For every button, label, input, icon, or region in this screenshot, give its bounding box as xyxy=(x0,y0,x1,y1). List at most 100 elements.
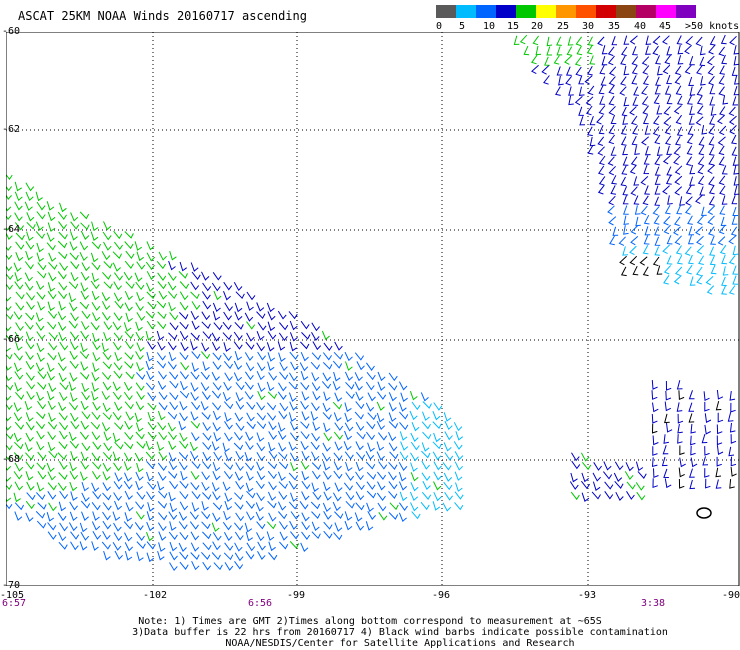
wind-barb xyxy=(556,36,562,46)
wind-barb xyxy=(213,562,223,571)
wind-barb xyxy=(334,511,344,519)
wind-barb xyxy=(717,236,726,246)
wind-barb xyxy=(376,441,385,451)
wind-barb xyxy=(655,76,661,86)
wind-barb xyxy=(256,370,265,381)
wind-barb xyxy=(234,552,244,562)
wind-barb xyxy=(81,321,90,331)
wind-barb xyxy=(690,423,696,434)
wind-barb xyxy=(246,421,256,430)
wind-barb xyxy=(158,531,167,541)
wind-barb xyxy=(257,550,266,560)
wind-barb xyxy=(102,231,112,241)
wind-barb xyxy=(677,44,684,55)
wind-barb xyxy=(290,511,300,520)
wind-barb xyxy=(179,261,187,272)
wind-barb xyxy=(68,402,79,411)
wind-barb xyxy=(582,461,592,471)
wind-barb xyxy=(729,422,736,433)
wind-barb xyxy=(69,372,78,382)
wind-barb xyxy=(179,412,188,422)
wind-barb xyxy=(706,285,715,295)
wind-barb xyxy=(662,445,669,455)
wind-barb xyxy=(674,65,682,76)
wind-barb xyxy=(399,431,408,441)
wind-barb xyxy=(125,502,134,512)
wind-barb xyxy=(633,176,640,186)
wind-barb xyxy=(135,302,144,312)
wind-barb xyxy=(15,322,24,332)
wind-barb xyxy=(398,502,408,511)
wind-barb xyxy=(202,451,211,461)
wind-barb xyxy=(37,262,47,271)
wind-barb xyxy=(103,550,111,561)
wind-barb xyxy=(310,361,321,370)
wind-barb xyxy=(70,212,79,222)
wind-barb xyxy=(686,264,693,275)
wind-barb xyxy=(223,381,232,391)
wind-barb xyxy=(69,481,78,492)
wind-barb xyxy=(224,542,234,551)
wind-barb xyxy=(190,531,200,541)
wind-barb xyxy=(278,511,288,520)
pass-time-middle: 6:56 xyxy=(248,598,273,609)
wind-barb xyxy=(70,491,78,501)
wind-barb xyxy=(224,412,232,422)
wind-barb xyxy=(36,352,45,363)
wind-barb xyxy=(453,441,463,450)
wind-barb xyxy=(663,265,672,275)
wind-barb xyxy=(631,135,638,146)
wind-barb xyxy=(633,86,639,96)
wind-barb xyxy=(135,501,145,510)
wind-barb xyxy=(715,467,722,478)
wind-barb xyxy=(6,185,12,192)
wind-barb xyxy=(301,450,310,461)
wind-barb xyxy=(629,245,637,256)
wind-barb xyxy=(156,360,167,369)
wind-barb xyxy=(91,541,99,551)
wind-barb xyxy=(81,310,91,320)
wind-barb xyxy=(410,441,420,451)
wind-barb xyxy=(168,471,178,479)
wind-barb xyxy=(301,411,310,421)
wind-barb xyxy=(15,341,23,351)
wind-barb xyxy=(709,84,716,95)
wind-barb xyxy=(179,291,189,301)
wind-barb xyxy=(453,422,463,432)
wind-barb xyxy=(664,478,672,489)
wind-barb xyxy=(156,300,167,309)
wind-barb xyxy=(410,432,419,442)
wind-barb xyxy=(685,156,693,166)
wind-barb xyxy=(301,391,310,401)
wind-barb xyxy=(607,55,615,66)
wind-barb xyxy=(47,211,56,222)
wind-barb xyxy=(70,541,79,551)
wind-barb xyxy=(717,114,725,125)
wind-barb xyxy=(180,362,190,371)
wind-barb xyxy=(91,470,101,480)
wind-barb xyxy=(696,245,705,255)
wind-barb xyxy=(124,331,134,340)
wind-barb xyxy=(179,401,188,411)
wind-barb xyxy=(673,105,682,115)
wind-barb xyxy=(267,321,276,332)
wind-barb xyxy=(432,441,442,450)
wind-barb xyxy=(333,431,344,440)
wind-barb xyxy=(47,301,55,312)
wind-barb xyxy=(367,442,375,453)
wind-barb xyxy=(343,482,354,491)
wind-barb xyxy=(322,481,331,492)
wind-barb xyxy=(310,441,320,451)
wind-barb xyxy=(721,54,727,65)
wind-barb xyxy=(558,75,564,86)
wind-barb xyxy=(14,201,23,211)
wind-barb xyxy=(70,412,79,422)
wind-barb xyxy=(587,126,593,137)
wind-barb xyxy=(178,511,188,521)
wind-barb xyxy=(113,481,123,490)
longitude-label: -105 xyxy=(0,590,25,601)
wind-barb xyxy=(81,382,90,393)
wind-barb xyxy=(689,105,695,115)
wind-barb xyxy=(728,446,735,457)
wind-barb xyxy=(344,402,352,413)
